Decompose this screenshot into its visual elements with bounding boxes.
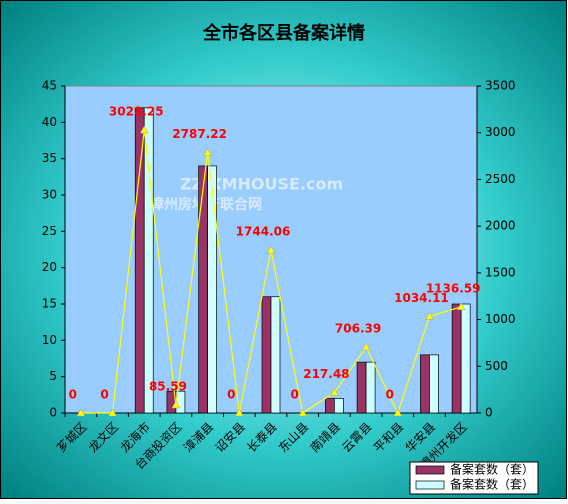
y2-tick-label: 2500	[485, 172, 516, 186]
value-label: 3028.25	[109, 105, 164, 119]
y-tick-label: 45	[42, 79, 57, 93]
value-label: 1744.06	[236, 225, 291, 239]
bar	[451, 303, 462, 414]
y-tick-label: 25	[42, 224, 57, 238]
value-label: 0	[69, 388, 77, 402]
y2-tick-label: 3500	[485, 79, 516, 93]
value-label: 0	[227, 388, 235, 402]
value-label: 217.48	[303, 367, 349, 381]
bar	[334, 398, 344, 414]
value-label: 2787.22	[172, 127, 227, 141]
line-marker	[203, 148, 213, 156]
line-marker	[266, 245, 276, 254]
chart-title: 全市各区县备案详情	[202, 22, 365, 44]
line-marker	[139, 125, 149, 134]
value-label: 0	[291, 388, 299, 402]
line-marker	[298, 408, 308, 417]
bar	[429, 354, 439, 414]
bar	[325, 398, 335, 414]
value-label: 0	[100, 388, 108, 402]
bar	[207, 165, 217, 414]
line-marker	[234, 408, 244, 417]
y-tick-label: 40	[42, 115, 57, 129]
line-marker	[393, 408, 403, 417]
value-label: 1034.11	[394, 291, 449, 305]
bar	[134, 107, 145, 414]
legend-label: 备案套数（套）	[450, 477, 534, 492]
bar	[143, 107, 154, 414]
y2-tick-label: 3000	[485, 125, 516, 139]
value-label: 0	[386, 388, 394, 402]
watermark: ZZ.XMHOUSE.com	[180, 175, 343, 194]
line-marker	[361, 342, 371, 351]
y-tick-label: 30	[42, 188, 57, 202]
y2-tick-label: 1500	[485, 265, 516, 279]
y-tick-label: 35	[42, 151, 57, 165]
value-label: 1136.59	[426, 281, 481, 295]
line-marker	[425, 311, 434, 320]
y2-tick-label: 2000	[485, 219, 516, 233]
bar	[261, 296, 272, 414]
line-marker	[329, 388, 339, 396]
legend-swatch	[415, 465, 445, 475]
bar	[270, 296, 281, 414]
y-tick-label: 5	[49, 369, 57, 383]
line-marker	[456, 302, 466, 311]
y2-tick-label: 1000	[485, 312, 516, 326]
bar	[420, 354, 430, 414]
line-marker	[171, 400, 181, 409]
legend-swatch	[415, 480, 445, 490]
bar	[356, 361, 367, 414]
y2-tick-label: 0	[485, 406, 493, 420]
y-tick-label: 15	[42, 297, 57, 311]
legend-label: 备案套数（套）	[450, 462, 534, 477]
y2-tick-label: 500	[485, 359, 508, 373]
y-tick-label: 10	[42, 333, 57, 347]
y-tick-label: 20	[42, 260, 57, 274]
y-tick-label: 0	[49, 406, 57, 420]
line-marker	[76, 408, 86, 417]
bar	[460, 303, 471, 414]
line-marker	[108, 408, 117, 417]
bar	[365, 361, 376, 414]
value-label: 706.39	[335, 322, 381, 336]
bar	[198, 165, 208, 414]
value-label: 85.59	[149, 380, 187, 394]
